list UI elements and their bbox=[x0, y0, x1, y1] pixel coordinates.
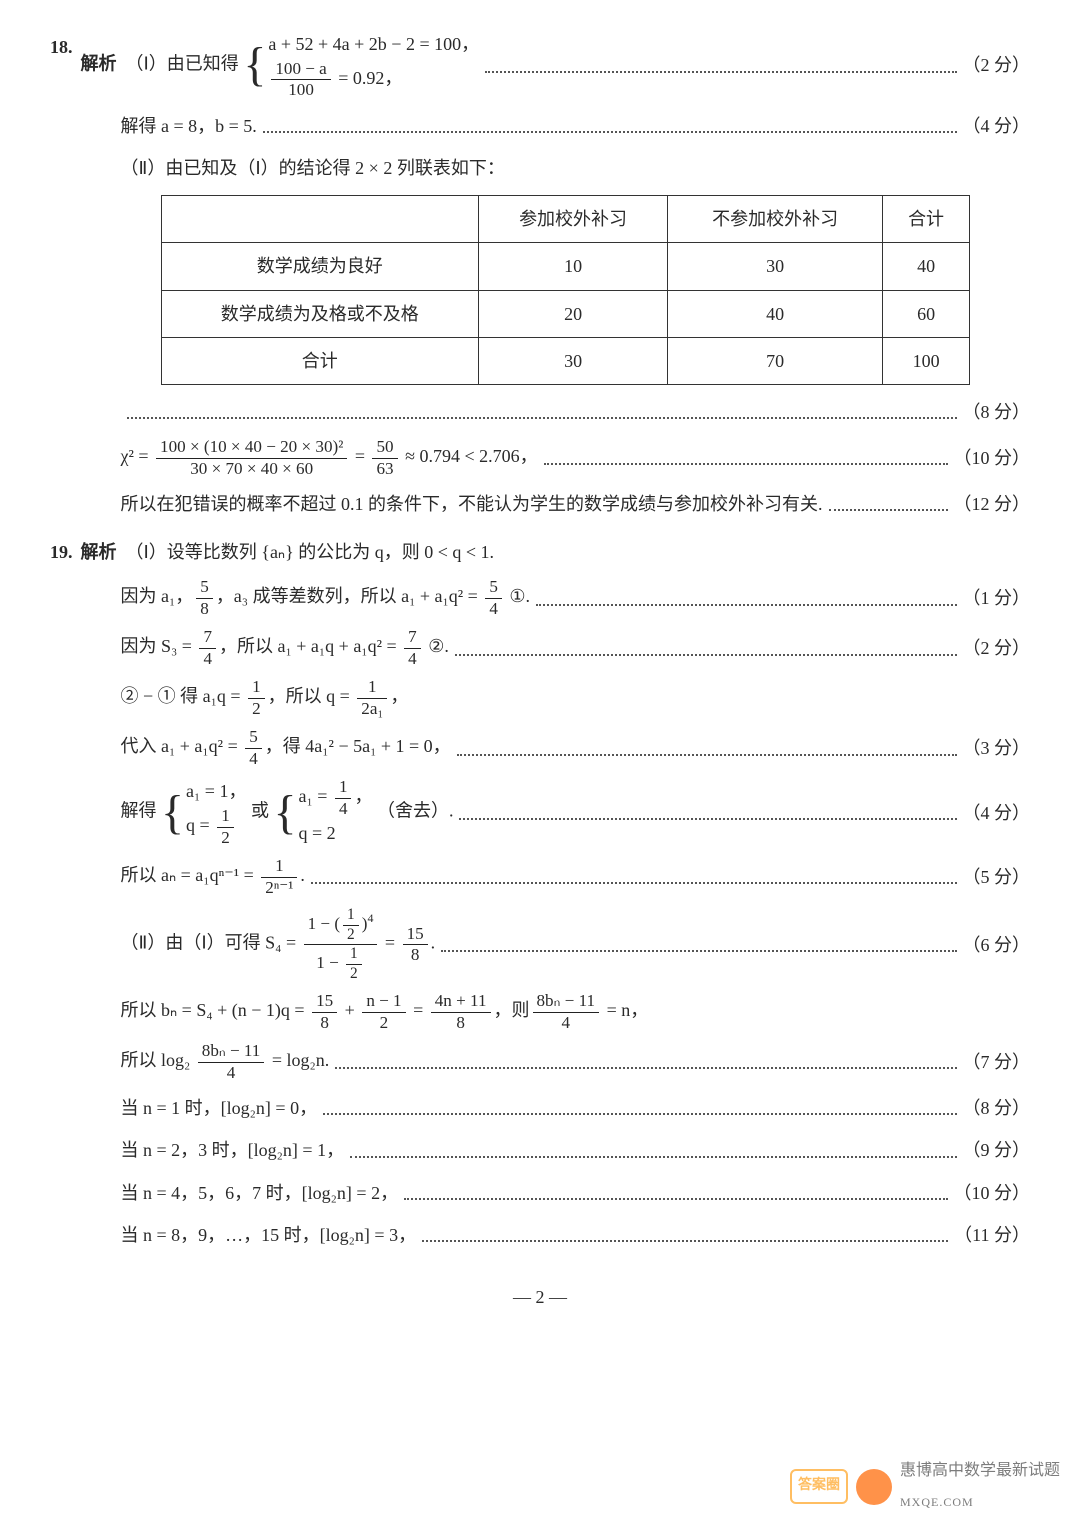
p19-pts-7: （7 分） bbox=[963, 1045, 1031, 1079]
p18-part1-line: 解析 （Ⅰ）由已知得 { a + 52 + 4a + 2b − 2 = 100，… bbox=[81, 30, 1031, 101]
th-col3: 合计 bbox=[883, 196, 970, 243]
p19-l7: （Ⅱ）由（Ⅰ）可得 S₄ = 1 − (12)4 1 − 12 = 158. （… bbox=[121, 906, 1031, 983]
problem-19-num: 19. bbox=[50, 535, 73, 569]
p18-label: 解析 （Ⅰ）由已知得 { a + 52 + 4a + 2b − 2 = 100，… bbox=[81, 30, 480, 101]
p19-l3: ② − ① 得 a₁q = 12，所以 q = 12a₁， bbox=[121, 677, 1031, 719]
p19-pts-9: （9 分） bbox=[963, 1133, 1031, 1167]
th-blank bbox=[161, 196, 478, 243]
p19-label: 解析 bbox=[81, 542, 117, 562]
p18-table-wrap: 参加校外补习 不参加校外补习 合计 数学成绩为良好 10 30 40 数学成绩为… bbox=[161, 195, 971, 385]
p18-solve-line: 解得 a = 8，b = 5. （4 分） bbox=[121, 109, 1031, 143]
th-col2: 不参加校外补习 bbox=[668, 196, 883, 243]
p18-sys1-eq1: a + 52 + 4a + 2b − 2 = 100， bbox=[268, 30, 479, 59]
p19-sysA: { a₁ = 1， q = 12 bbox=[161, 777, 246, 848]
p19-l6: 所以 aₙ = a₁qⁿ⁻¹ = 12ⁿ⁻¹. （5 分） bbox=[121, 856, 1031, 898]
p19-l8: 所以 bₙ = S₄ + (n − 1)q = 158 + n − 12 = 4… bbox=[121, 991, 1031, 1033]
p18-part2-intro: （Ⅱ）由已知及（Ⅰ）的结论得 2 × 2 列联表如下： bbox=[121, 151, 1031, 185]
p18-conclusion-line: 所以在犯错误的概率不超过 0.1 的条件下，不能认为学生的数学成绩与参加校外补习… bbox=[121, 487, 1031, 521]
problem-19: 19. 解析 （Ⅰ）设等比数列 {aₙ} 的公比为 q，则 0 < q < 1.… bbox=[50, 535, 1030, 1260]
watermark: 答案圈 惠博高中数学最新试题 MXQE.COM bbox=[790, 1456, 1060, 1517]
watermark-avatar-icon bbox=[856, 1469, 892, 1505]
p18-pts-10: （10 分） bbox=[954, 441, 1031, 475]
problem-18-num: 18. bbox=[50, 30, 73, 64]
p19-l13: 当 n = 8，9，…，15 时，[log₂n] = 3， （11 分） bbox=[121, 1218, 1031, 1252]
watermark-box: 答案圈 bbox=[790, 1469, 848, 1504]
p18-pts-8: （8 分） bbox=[963, 395, 1031, 429]
p19-l1: 因为 a₁，58，a₃ 成等差数列，所以 a₁ + a₁q² = 54 ①. （… bbox=[121, 577, 1031, 619]
page-footer: — 2 — bbox=[50, 1280, 1030, 1314]
p19-l9: 所以 log₂ 8bₙ − 114 = log₂n. （7 分） bbox=[121, 1041, 1031, 1083]
p19-pts-1: （1 分） bbox=[963, 581, 1031, 615]
p19-pts-10: （10 分） bbox=[954, 1176, 1031, 1210]
table-row: 合计 30 70 100 bbox=[161, 337, 970, 384]
p19-intro: 解析 （Ⅰ）设等比数列 {aₙ} 的公比为 q，则 0 < q < 1. bbox=[81, 535, 1031, 569]
p19-pts-3: （3 分） bbox=[963, 731, 1031, 765]
p18-solve-text: 解得 a = 8，b = 5. bbox=[121, 109, 257, 143]
p18-pts-2: （2 分） bbox=[963, 48, 1031, 82]
p19-sysB: { a₁ = 14， q = 2 bbox=[273, 777, 372, 848]
p19-l11: 当 n = 2，3 时，[log₂n] = 1， （9 分） bbox=[121, 1133, 1031, 1167]
p19-l5: 解得 { a₁ = 1， q = 12 或 { a₁ = 14， q = 2 bbox=[121, 777, 1031, 848]
p19-pts-2: （2 分） bbox=[963, 631, 1031, 665]
p19-l2: 因为 S₃ = 74，所以 a₁ + a₁q + a₁q² = 74 ②. （2… bbox=[121, 627, 1031, 669]
p18-sys1-eq2: 100 − a100 = 0.92， bbox=[268, 59, 479, 101]
p19-pts-6: （6 分） bbox=[963, 928, 1031, 962]
p19-pts-5: （5 分） bbox=[963, 860, 1031, 894]
table-row: 数学成绩为良好 10 30 40 bbox=[161, 243, 970, 290]
p19-l10: 当 n = 1 时，[log₂n] = 0， （8 分） bbox=[121, 1091, 1031, 1125]
table-row: 数学成绩为及格或不及格 20 40 60 bbox=[161, 290, 970, 337]
problem-19-body: 解析 （Ⅰ）设等比数列 {aₙ} 的公比为 q，则 0 < q < 1. 因为 … bbox=[81, 535, 1031, 1260]
p19-pts-11: （11 分） bbox=[954, 1218, 1030, 1252]
p18-system-1: { a + 52 + 4a + 2b − 2 = 100， 100 − a100… bbox=[243, 30, 479, 101]
th-col1: 参加校外补习 bbox=[478, 196, 667, 243]
p19-pts-4: （4 分） bbox=[963, 796, 1031, 830]
p18-conclusion: 所以在犯错误的概率不超过 0.1 的条件下，不能认为学生的数学成绩与参加校外补习… bbox=[121, 487, 823, 521]
problem-18-body: 解析 （Ⅰ）由已知得 { a + 52 + 4a + 2b − 2 = 100，… bbox=[81, 30, 1031, 529]
p19-l4: 代入 a₁ + a₁q² = 54，得 4a₁² − 5a₁ + 1 = 0， … bbox=[121, 727, 1031, 769]
problem-18: 18. 解析 （Ⅰ）由已知得 { a + 52 + 4a + 2b − 2 = … bbox=[50, 30, 1030, 529]
p18-chi2-expr: χ² = 100 × (10 × 40 − 20 × 30)²30 × 70 ×… bbox=[121, 437, 538, 479]
watermark-text: 惠博高中数学最新试题 MXQE.COM bbox=[900, 1456, 1060, 1517]
p18-contingency-table: 参加校外补习 不参加校外补习 合计 数学成绩为良好 10 30 40 数学成绩为… bbox=[161, 195, 971, 385]
p19-pts-8: （8 分） bbox=[963, 1091, 1031, 1125]
p18-chi2-line: χ² = 100 × (10 × 40 − 20 × 30)²30 × 70 ×… bbox=[121, 437, 1031, 479]
p18-pts-12: （12 分） bbox=[954, 487, 1031, 521]
table-header-row: 参加校外补习 不参加校外补习 合计 bbox=[161, 196, 970, 243]
p18-pts-4: （4 分） bbox=[963, 109, 1031, 143]
p19-l12: 当 n = 4，5，6，7 时，[log₂n] = 2， （10 分） bbox=[121, 1176, 1031, 1210]
p18-pts8-line: （8 分） bbox=[121, 395, 1031, 429]
